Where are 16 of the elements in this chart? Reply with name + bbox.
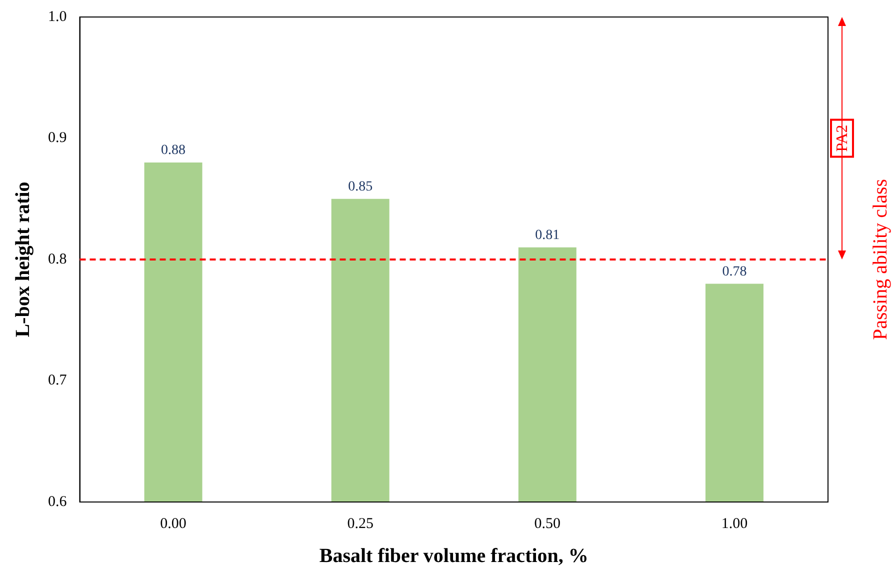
- y-tick-label: 0.7: [48, 372, 68, 389]
- x-axis-title: Basalt fiber volume fraction, %: [319, 545, 588, 568]
- x-tick-label: 0.25: [347, 516, 374, 532]
- y-axis-title: L-box height ratio: [12, 182, 34, 338]
- data-label: 0.78: [722, 264, 747, 280]
- data-label: 0.85: [348, 180, 373, 195]
- y2-axis-title: Passing ability class: [869, 178, 892, 340]
- x-tick-label: 0.50: [534, 516, 561, 532]
- y-tick-label: 1.0: [48, 8, 67, 25]
- data-label: 0.81: [535, 228, 560, 244]
- x-tick-label: 0.00: [160, 516, 186, 532]
- y-tick-label: 0.6: [48, 494, 68, 510]
- y-tick-label: 0.9: [48, 130, 67, 146]
- x-tick-label: 1.00: [721, 516, 748, 532]
- y-tick-label: 0.8: [48, 251, 67, 268]
- data-label: 0.88: [161, 143, 186, 158]
